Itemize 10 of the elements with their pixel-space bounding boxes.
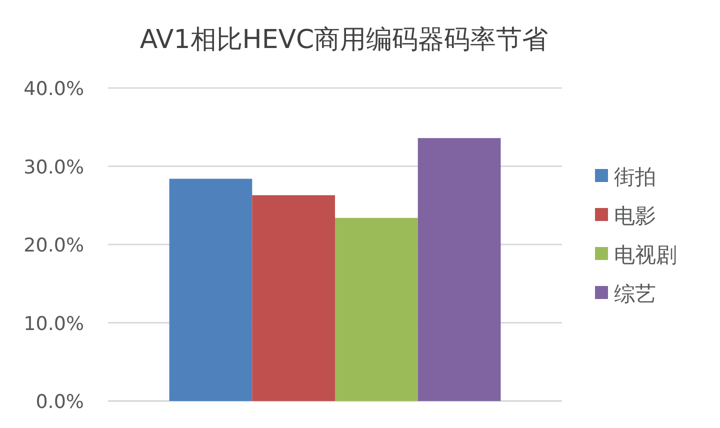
chart-title: AV1相比HEVC商用编码器码率节省 (140, 25, 548, 55)
legend-label: 街拍 (614, 165, 656, 189)
y-tick-label: 0.0% (36, 391, 84, 413)
legend-label: 综艺 (614, 282, 656, 306)
y-tick-label: 20.0% (24, 234, 84, 256)
y-tick-label: 30.0% (24, 156, 84, 178)
y-tick-label: 10.0% (24, 312, 84, 335)
legend-label: 电视剧 (614, 243, 677, 267)
legend-label: 电影 (614, 204, 656, 228)
y-tick-label: 40.0% (24, 78, 84, 100)
